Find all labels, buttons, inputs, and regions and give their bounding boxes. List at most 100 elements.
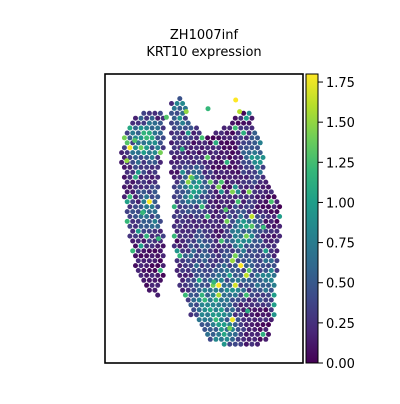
spot-point [149, 282, 155, 288]
spot-point [216, 135, 222, 141]
spot-point [135, 150, 141, 156]
spot-point [243, 272, 249, 278]
spot-point [221, 243, 227, 249]
spot-point [155, 184, 161, 190]
spot-point [210, 164, 216, 170]
spot-point [135, 238, 141, 244]
bright-spot-point [223, 207, 229, 213]
spot-point [171, 204, 177, 210]
spot-point [141, 238, 147, 244]
spot-point [138, 204, 144, 210]
spot-point [196, 130, 202, 136]
spot-point [235, 307, 241, 313]
spot-point [207, 336, 213, 342]
spot-point [138, 164, 144, 170]
spot-point [185, 120, 191, 126]
spot-point [182, 223, 188, 229]
spot-point [207, 258, 213, 264]
spot-point [255, 214, 260, 219]
spot-point [182, 204, 188, 210]
spot-point [127, 135, 133, 141]
spot-point [274, 228, 280, 234]
spot-point [130, 189, 136, 195]
spot-point [202, 169, 208, 175]
bright-spot-point [179, 146, 185, 152]
spot-point [266, 214, 271, 219]
spot-point [130, 130, 136, 136]
spot-point [177, 243, 183, 249]
spot-point [194, 253, 199, 259]
spot-point [174, 189, 180, 195]
spot-point [218, 258, 224, 264]
spot-point [257, 218, 263, 224]
spot-point [133, 194, 138, 200]
spot-point [171, 214, 177, 219]
spot-point [224, 317, 230, 323]
spot-point [146, 228, 152, 234]
spot-point [191, 287, 197, 293]
spot-point [149, 145, 155, 151]
spot-point [207, 169, 213, 175]
spot-point [177, 214, 183, 219]
spot-point [255, 331, 260, 337]
spot-point [199, 204, 205, 210]
spot-point [249, 233, 255, 239]
spot-point [249, 184, 255, 190]
spot-point [266, 272, 271, 278]
spot-point [180, 130, 186, 136]
spot-point [202, 159, 208, 165]
spot-point [182, 263, 188, 269]
spot-point [216, 292, 222, 298]
bright-spot-point [227, 325, 233, 331]
spot-point [185, 169, 191, 175]
spot-point [124, 179, 130, 185]
spot-point [191, 150, 197, 156]
spot-point [255, 145, 260, 151]
spot-point [205, 282, 211, 288]
spot-point [213, 169, 219, 175]
spot-point [207, 179, 213, 185]
spot-point [188, 214, 194, 219]
spot-point [257, 140, 263, 146]
spot-point [230, 248, 235, 254]
spot-point [268, 218, 274, 224]
spot-point [138, 115, 144, 121]
bright-spot-point [205, 106, 211, 112]
spot-point [205, 155, 211, 160]
spot-point [249, 174, 255, 180]
spot-point [191, 159, 197, 165]
spot-point [218, 268, 224, 273]
spot-point [266, 292, 271, 298]
spot-point [243, 243, 249, 249]
spot-point [274, 268, 280, 273]
spot-point [257, 317, 263, 323]
spot-point [130, 120, 136, 126]
spot-point [246, 277, 252, 283]
spot-point [191, 277, 197, 283]
spot-point [227, 194, 233, 200]
spot-point [205, 322, 211, 328]
spot-point [205, 312, 211, 318]
spot-point [252, 268, 258, 273]
spot-point [224, 159, 230, 165]
spot-point [185, 130, 191, 136]
spot-point [230, 297, 235, 303]
spot-point [252, 317, 258, 323]
spot-point [185, 159, 191, 165]
spot-point [171, 243, 177, 249]
spot-point [218, 238, 224, 244]
spot-point [155, 282, 161, 288]
spot-point [224, 268, 230, 273]
spot-point [235, 130, 241, 136]
spot-point [177, 233, 183, 239]
spot-point [249, 223, 255, 229]
spot-point [199, 223, 205, 229]
spot-point [127, 174, 133, 180]
spot-point [238, 174, 244, 180]
spot-point [188, 312, 194, 318]
spot-point [221, 331, 227, 337]
spot-point [133, 214, 138, 219]
spot-point [196, 277, 202, 283]
spot-point [185, 297, 191, 303]
spot-point [207, 317, 213, 323]
